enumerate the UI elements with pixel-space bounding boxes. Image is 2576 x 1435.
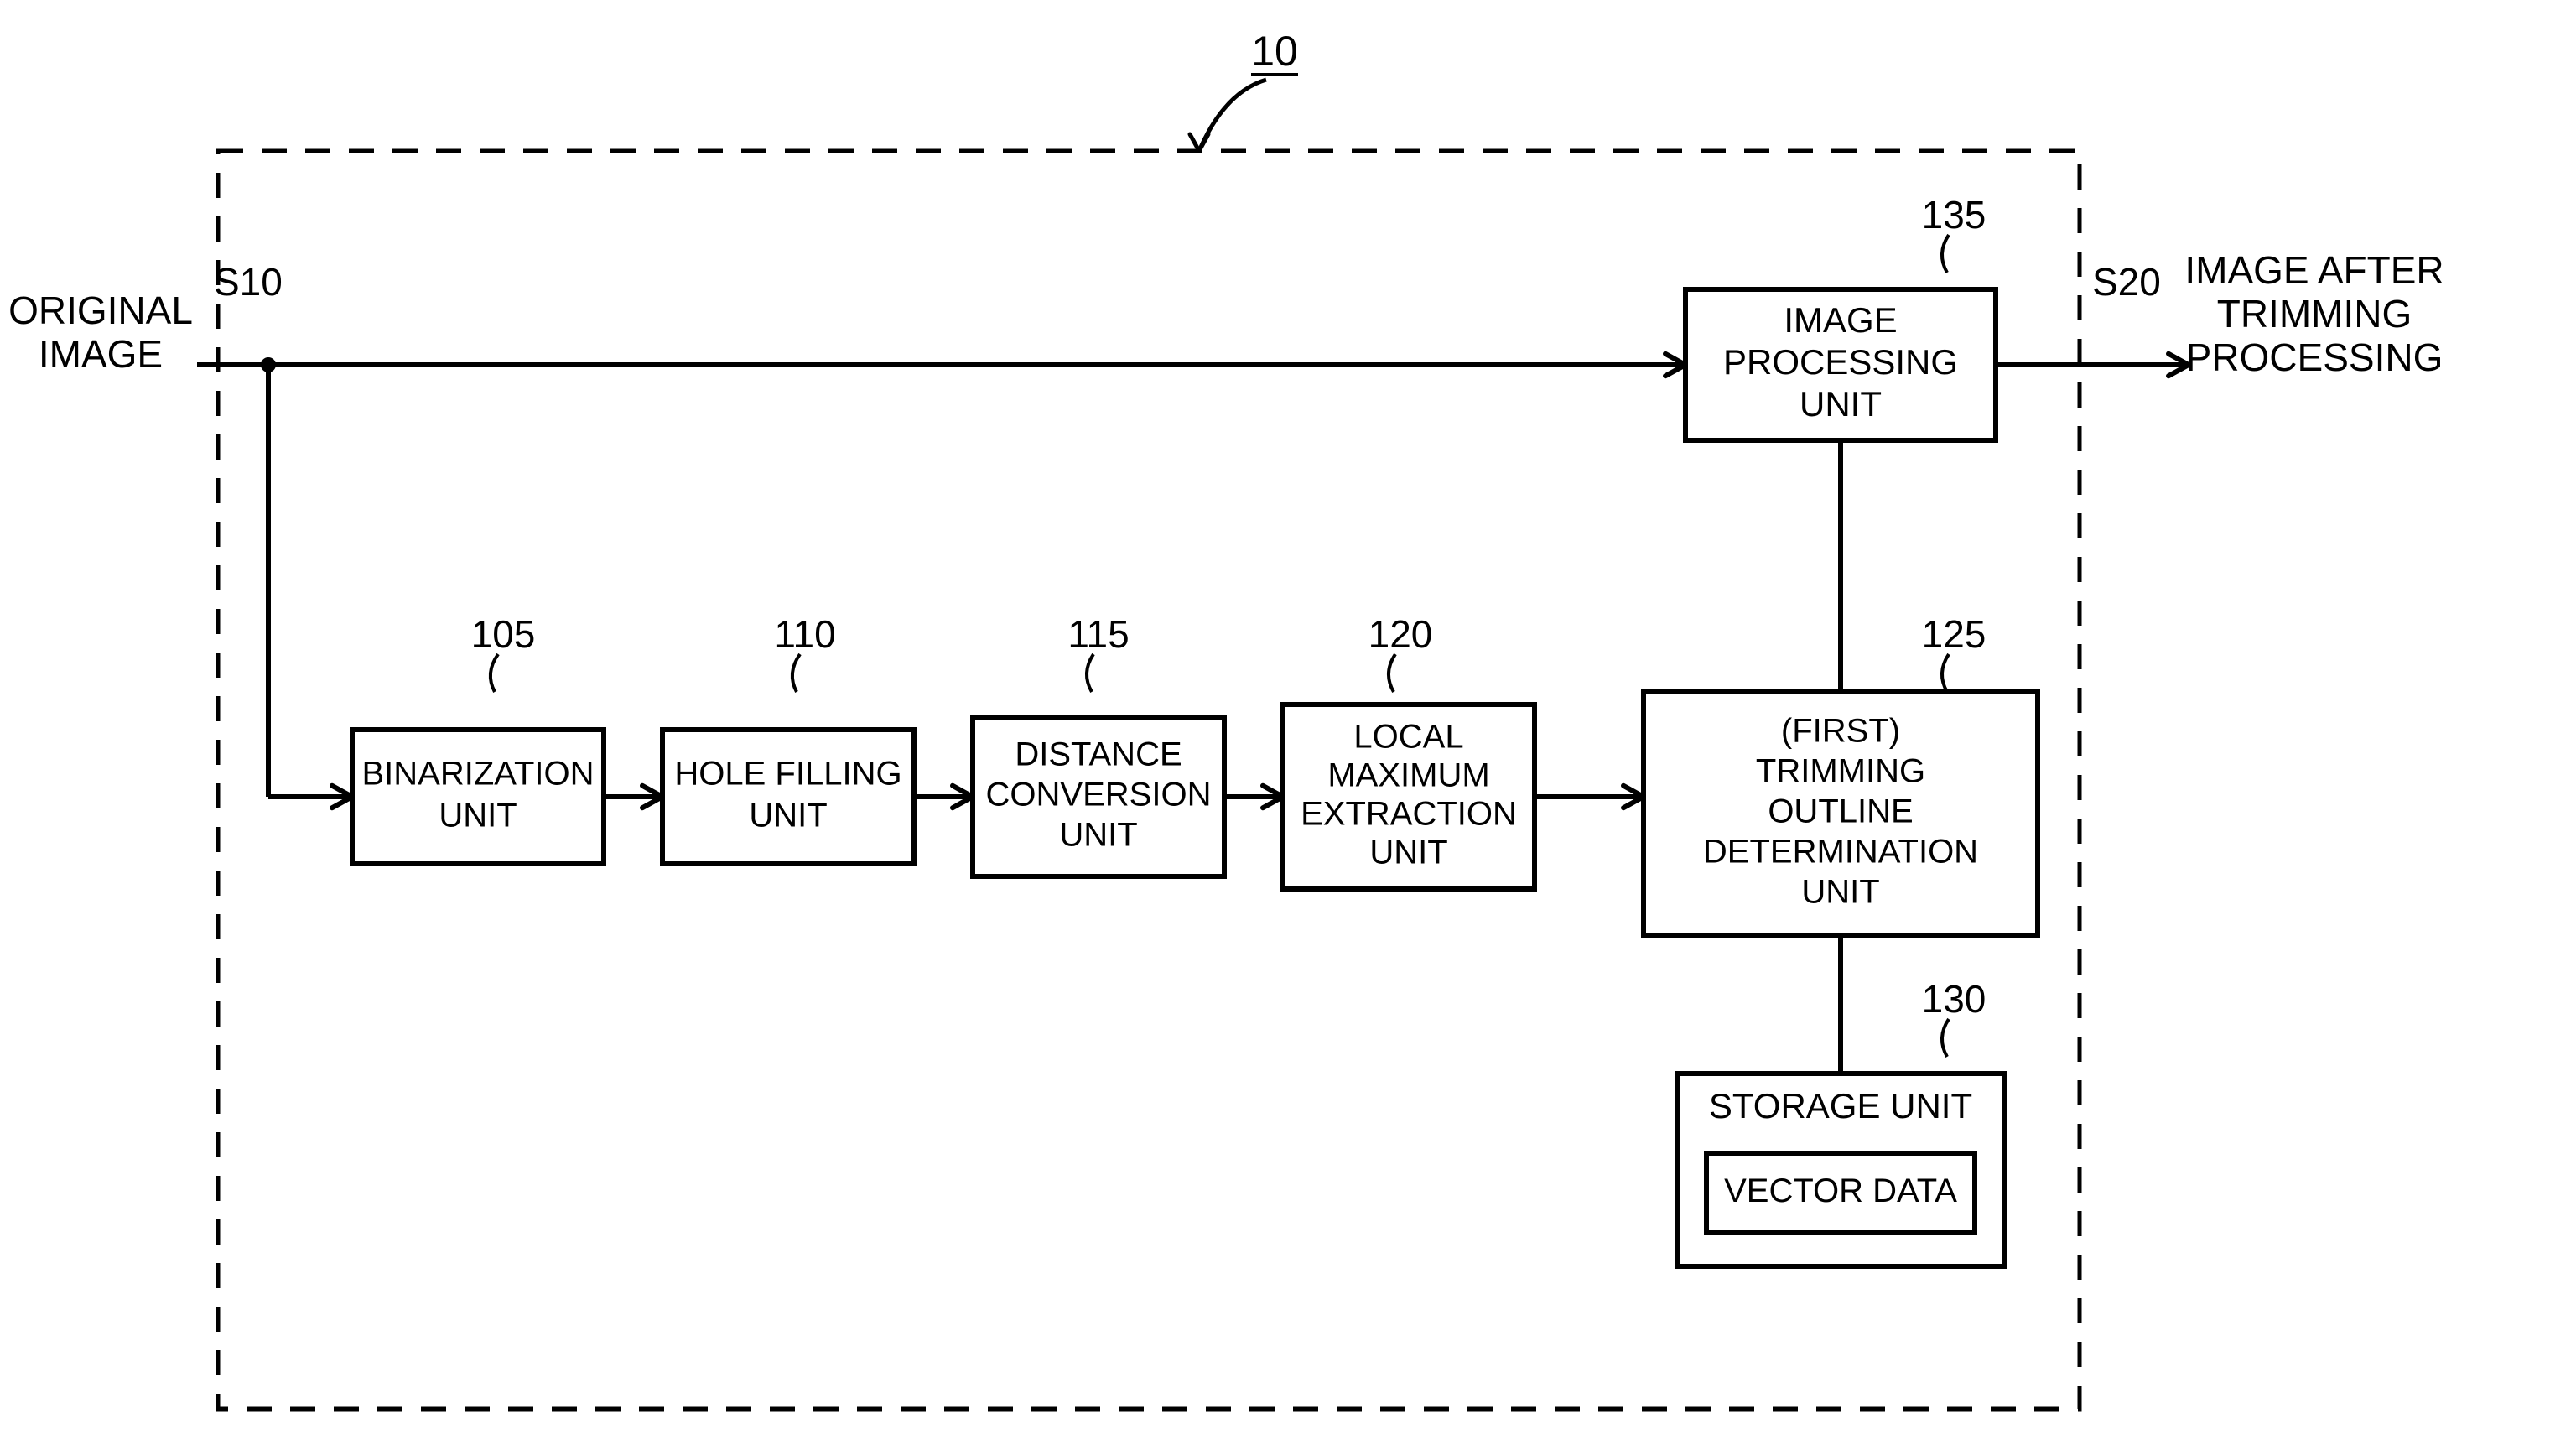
image-processing-unit-label-line: IMAGE (1784, 300, 1897, 340)
branch-node (261, 357, 276, 372)
ref-b105: 105 (471, 612, 536, 656)
vector-data-label: VECTOR DATA (1724, 1172, 1957, 1209)
ref-leader (792, 654, 800, 692)
ref-b120: 120 (1368, 612, 1433, 656)
trimming-outline-determination-unit-label-line: (FIRST) (1781, 713, 1900, 750)
output-label-line: IMAGE AFTER (2184, 248, 2444, 292)
local-maximum-extraction-unit-label-line: UNIT (1369, 834, 1447, 871)
distance-conversion-unit-label-line: UNIT (1059, 817, 1137, 854)
image-processing-unit-label-line: PROCESSING (1723, 342, 1958, 382)
ref-b135: 135 (1922, 193, 1987, 237)
ref-leader (1942, 1019, 1949, 1057)
hole-filling-unit-label-line: HOLE FILLING (674, 756, 901, 793)
distance-conversion-unit-label-line: DISTANCE (1015, 736, 1182, 773)
signal-s10: S10 (214, 260, 283, 304)
block-diagram: 10IMAGEPROCESSINGUNITBINARIZATIONUNITHOL… (0, 0, 2576, 1435)
ref-b125: 125 (1922, 612, 1987, 656)
ref-leader (1942, 654, 1949, 692)
module-ref-arrow (1199, 80, 1266, 151)
storage-unit-title: STORAGE UNIT (1709, 1086, 1972, 1126)
binarization-unit-label-line: BINARIZATION (361, 756, 594, 793)
ref-leader (1389, 654, 1395, 692)
ref-leader (491, 654, 498, 692)
trimming-outline-determination-unit-label-line: UNIT (1801, 874, 1879, 911)
ref-b110: 110 (774, 612, 835, 656)
ref-leader (1087, 654, 1093, 692)
ref-b115: 115 (1067, 612, 1129, 656)
output-label-line: TRIMMING (2217, 292, 2412, 335)
local-maximum-extraction-unit-label-line: EXTRACTION (1301, 796, 1517, 833)
trimming-outline-determination-unit-label-line: OUTLINE (1768, 793, 1913, 830)
ref-leader (1942, 235, 1949, 273)
trimming-outline-determination-unit-label-line: TRIMMING (1756, 753, 1925, 790)
arrow-head (1190, 134, 1208, 151)
output-label: IMAGE AFTERTRIMMINGPROCESSING (2184, 248, 2444, 379)
module-ref-label: 10 (1251, 28, 1298, 75)
output-label-line: PROCESSING (2186, 335, 2444, 379)
ref-b130: 130 (1922, 977, 1987, 1021)
local-maximum-extraction-unit-label-line: LOCAL (1353, 719, 1463, 756)
input-label: ORIGINALIMAGE (8, 289, 193, 376)
input-label-line: IMAGE (39, 332, 163, 376)
distance-conversion-unit-label-line: CONVERSION (986, 777, 1212, 814)
image-processing-unit-label-line: UNIT (1800, 384, 1882, 424)
hole-filling-unit-label-line: UNIT (749, 798, 827, 834)
trimming-outline-determination-unit-label-line: DETERMINATION (1703, 834, 1978, 871)
local-maximum-extraction-unit-label-line: MAXIMUM (1327, 757, 1489, 794)
binarization-unit-label-line: UNIT (439, 798, 517, 834)
signal-s20: S20 (2092, 260, 2161, 304)
input-label-line: ORIGINAL (8, 289, 193, 332)
